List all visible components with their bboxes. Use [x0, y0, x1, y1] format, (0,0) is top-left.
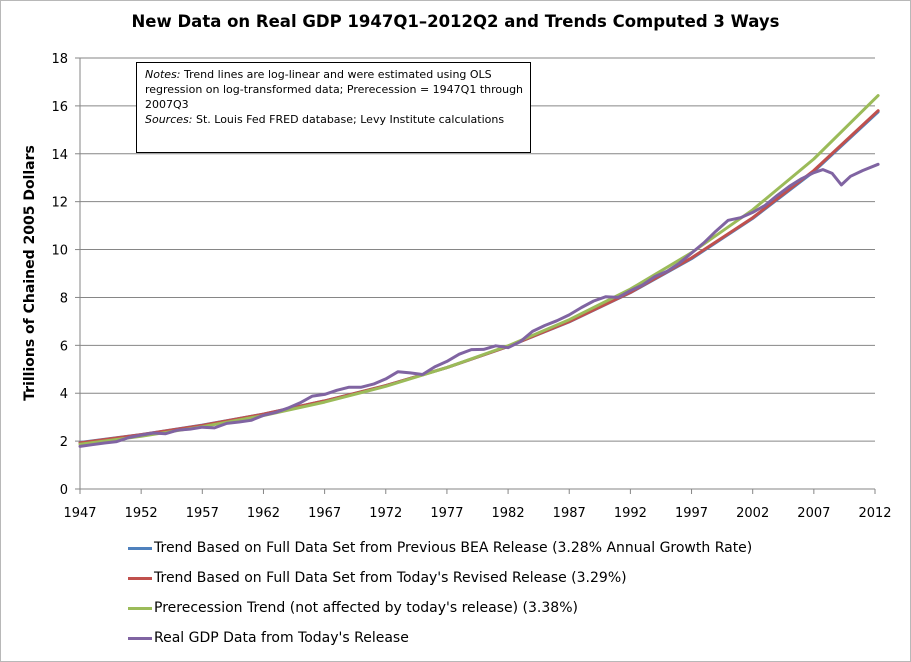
y-tick-label-12: 12	[51, 196, 68, 211]
notes-box: Notes: Trend lines are log-linear and we…	[136, 62, 531, 153]
legend-label-prerecession-trend: Prerecession Trend (not affected by toda…	[154, 600, 578, 616]
x-tick-label-2012: 2012	[858, 506, 891, 521]
legend-swatch-real-gdp	[128, 637, 152, 640]
notes-text: Trend lines are log-linear and were esti…	[145, 68, 524, 111]
x-tick-label-1952: 1952	[125, 506, 158, 521]
x-tick-label-1982: 1982	[492, 506, 525, 521]
y-tick-label-14: 14	[51, 148, 68, 163]
y-tick-label-8: 8	[60, 291, 68, 306]
legend-swatch-previous-trend	[128, 547, 152, 550]
y-tick-label-18: 18	[51, 52, 68, 67]
x-tick-label-1947: 1947	[63, 506, 96, 521]
legend-swatch-revised-trend	[128, 577, 152, 580]
chart-title: New Data on Real GDP 1947Q1–2012Q2 and T…	[131, 12, 780, 31]
legend-label-revised-trend: Trend Based on Full Data Set from Today'…	[154, 570, 627, 586]
x-tick-label-1972: 1972	[369, 506, 402, 521]
sources-text: St. Louis Fed FRED database; Levy Instit…	[195, 113, 505, 126]
x-tick-label-1992: 1992	[614, 506, 647, 521]
x-tick-label-1957: 1957	[186, 506, 219, 521]
y-tick-label-6: 6	[60, 339, 68, 354]
x-tick-label-2002: 2002	[736, 506, 769, 521]
x-tick-label-1987: 1987	[553, 506, 586, 521]
legend-label-real-gdp: Real GDP Data from Today's Release	[154, 630, 409, 646]
x-tick-label-2007: 2007	[797, 506, 830, 521]
y-tick-label-10: 10	[51, 244, 68, 259]
y-tick-label-2: 2	[60, 435, 68, 450]
x-tick-label-1997: 1997	[675, 506, 708, 521]
legend-label-previous-trend: Trend Based on Full Data Set from Previo…	[154, 540, 753, 556]
sources-label: Sources:	[145, 113, 193, 126]
x-tick-label-1962: 1962	[247, 506, 280, 521]
x-tick-label-1977: 1977	[430, 506, 463, 521]
x-tick-label-1967: 1967	[308, 506, 341, 521]
notes-label: Notes:	[145, 68, 181, 81]
y-tick-label-0: 0	[60, 483, 68, 498]
y-tick-label-4: 4	[60, 387, 68, 402]
series-line-real-gdp	[78, 162, 880, 448]
y-tick-label-16: 16	[51, 100, 68, 115]
legend-swatch-prerecession-trend	[128, 607, 152, 610]
